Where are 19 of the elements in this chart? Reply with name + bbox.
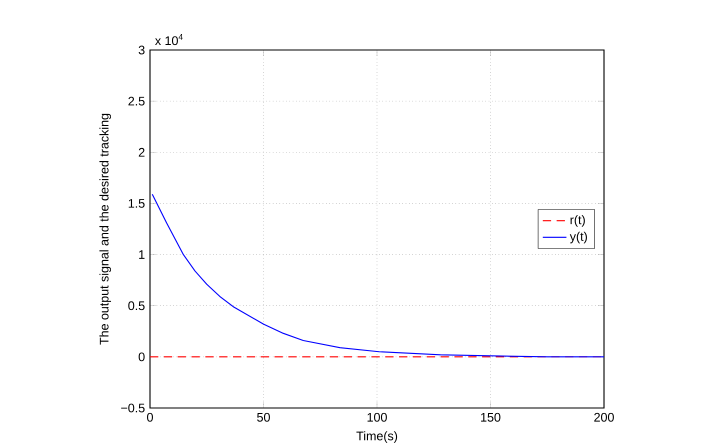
legend-label: r(t) [570,215,585,227]
y-tick-label: 2 [138,148,144,157]
y-tick-label: 0.5 [128,301,145,310]
line-series [152,194,605,358]
y-tick-label: 2.5 [128,96,145,106]
x-tick-label: 100 [368,412,387,422]
x-axis-title: Time(s) [356,431,398,443]
legend-label: y(t) [570,232,587,244]
x-tick-label: 200 [594,412,614,422]
y-tick-label: 0 [138,352,145,362]
y-tick-label: −0.5 [121,404,145,412]
x-tick-label: 150 [481,412,500,422]
text: x 10$^{4}$ [155,34,183,46]
y-tick-label: 3 [138,46,145,54]
y-tick-label: 1 [139,250,144,259]
x-tick-label: 50 [257,412,270,422]
x-tick-label: 0 [147,412,153,422]
y-tick-label: 1.5 [128,199,145,208]
y-axis-title: The output signal and the desired tracking [99,114,112,345]
